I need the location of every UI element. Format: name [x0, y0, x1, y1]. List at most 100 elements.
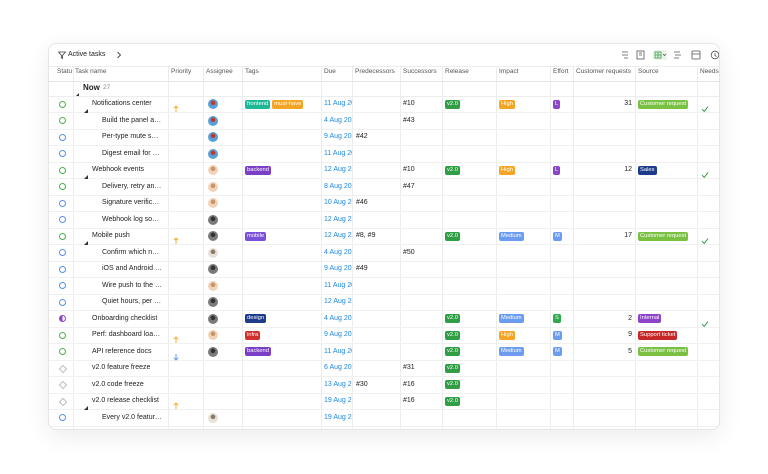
column-divider — [400, 66, 401, 429]
status-icon — [59, 199, 66, 207]
needs-review-check — [701, 100, 709, 113]
row-line — [49, 244, 719, 246]
tags: mobile — [245, 231, 267, 241]
assignee-avatar — [208, 297, 218, 307]
row-expander — [83, 167, 89, 179]
due-date: 8 Aug 20 — [324, 182, 352, 190]
priority-icon — [173, 232, 179, 244]
column-divider — [321, 66, 322, 429]
effort-pill: L — [553, 99, 561, 109]
source-pill: Customer request — [638, 347, 689, 356]
row-line — [49, 425, 719, 427]
view-title[interactable]: Active tasks — [68, 51, 106, 58]
column-header: Due — [324, 68, 336, 75]
row-line — [49, 194, 719, 196]
release-pill: v2.0 — [445, 347, 460, 356]
task-name: v2.0 feature freeze — [92, 364, 151, 371]
successors: #10 — [403, 100, 415, 107]
column-divider — [496, 66, 497, 429]
task-name: Confirm which n… — [102, 248, 160, 256]
successors: #10 — [403, 166, 415, 173]
task-name: Per-type mute s… — [102, 133, 159, 140]
column-header: Effort — [553, 68, 569, 75]
row-line — [49, 260, 719, 262]
column-header: Task name — [75, 68, 107, 75]
due-date: 4 Aug 20 — [324, 116, 352, 124]
assignee-avatar — [208, 99, 218, 109]
chevron[interactable] — [116, 51, 122, 59]
assignee-avatar — [208, 264, 218, 274]
assignee-avatar — [208, 181, 218, 192]
assignee-avatar — [208, 132, 218, 142]
due-date: 12 Aug 20 — [324, 298, 352, 305]
due-date: 12 Aug 20 — [324, 232, 352, 239]
assignee-avatar — [208, 148, 218, 159]
priority-icon — [173, 397, 179, 409]
successors: #31 — [403, 364, 415, 371]
customer-requests: 5 — [628, 347, 632, 355]
row-expander — [83, 233, 89, 245]
release-pill: v2.0 — [445, 314, 460, 323]
column-header: Statu — [57, 68, 72, 75]
column-divider — [635, 66, 636, 429]
priority-icon — [173, 348, 179, 361]
customer-requests: 31 — [624, 100, 632, 107]
task-name: Notifications center — [92, 100, 152, 107]
task-name: Build the panel a… — [102, 116, 162, 124]
due-date: 11 Aug 20 — [324, 347, 352, 355]
row-line — [49, 293, 719, 295]
due-date: 4 Aug 20 — [324, 314, 352, 322]
status-icon — [59, 150, 66, 157]
predecessors: #8, #9 — [356, 232, 376, 239]
release-pill: v2.0 — [445, 99, 460, 109]
release-pill: v2.0 — [445, 396, 460, 406]
task-name: Every v2.0 featur… — [102, 413, 162, 421]
due-date: 19 Aug 20 — [324, 413, 352, 421]
row-line — [49, 392, 719, 394]
group-count: 27 — [103, 84, 111, 91]
impact-pill: High — [499, 330, 515, 340]
column-header: Tags — [245, 68, 259, 75]
successors: #47 — [403, 182, 415, 190]
column-divider — [442, 66, 443, 429]
tag-pill: infra — [245, 330, 261, 340]
release-pill: v2.0 — [445, 330, 460, 340]
row-line — [49, 343, 719, 345]
assignee-avatar — [208, 231, 218, 241]
assignee-avatar — [208, 346, 218, 357]
assignee-avatar — [208, 280, 218, 291]
impact-pill: Medium — [499, 231, 524, 241]
predecessors: #30 — [356, 380, 368, 388]
tags: backend — [245, 347, 271, 356]
row-expander — [83, 101, 89, 113]
effort-pill: S — [553, 314, 561, 323]
tag-pill: design — [245, 314, 267, 323]
status-icon — [59, 298, 66, 306]
group-name: Now — [83, 83, 100, 92]
column-header: Successors — [403, 68, 437, 75]
column-header: Customer requests — [576, 68, 631, 75]
status-icon — [59, 232, 66, 240]
priority-icon — [173, 331, 179, 343]
impact-pill: Medium — [499, 314, 524, 323]
column-divider — [242, 66, 243, 429]
needs-review-check — [701, 315, 709, 327]
task-name: Onboarding checklist — [92, 314, 158, 322]
task-name: Webhook events — [92, 166, 145, 173]
toolbar-icons[interactable] — [617, 49, 720, 61]
due-date: 12 Aug 20 — [324, 166, 352, 173]
row-line — [49, 376, 719, 378]
column-header: Priority — [171, 68, 192, 75]
task-name: Webhook log so… — [102, 215, 160, 223]
status-icon — [59, 117, 66, 124]
due-date: 11 Aug 20 — [324, 100, 352, 107]
column-divider — [73, 66, 74, 429]
column-header: Source — [638, 68, 659, 75]
filter-icon[interactable] — [58, 51, 66, 59]
row-line — [49, 277, 719, 279]
row-line — [49, 326, 719, 328]
status-icon — [59, 166, 66, 174]
customer-requests: 12 — [624, 166, 632, 173]
status-icon — [59, 249, 66, 256]
source-pill: Customer request — [638, 231, 689, 241]
